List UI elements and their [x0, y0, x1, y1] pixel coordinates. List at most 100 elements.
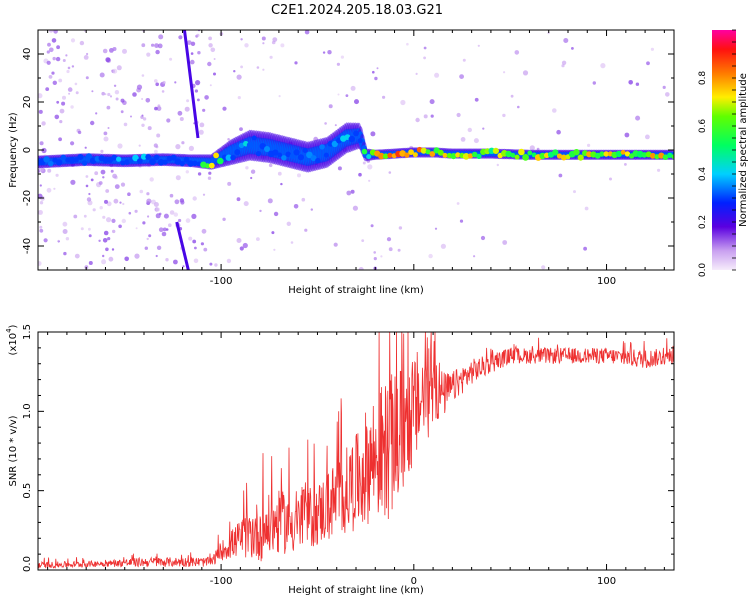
- spectrogram-noise-point: [584, 206, 589, 211]
- spectrogram-noise-point: [163, 213, 169, 219]
- spectrogram-noise-point: [108, 256, 114, 262]
- spectrogram-noise-point: [428, 253, 433, 259]
- spectrogram-noise-point: [85, 184, 89, 188]
- spectrogram-noise-point: [136, 84, 143, 90]
- spectrogram-ridge-peak: [514, 154, 520, 160]
- spectrogram-noise-point: [166, 118, 171, 123]
- spectrogram-noise-point: [90, 178, 94, 182]
- spectrogram-noise-point: [267, 198, 273, 204]
- spectrogram-noise-point: [146, 198, 152, 204]
- spectrogram-noise-point: [158, 34, 164, 40]
- spectrogram-noise-point: [552, 108, 557, 113]
- spectrogram-ridge-peak: [450, 153, 457, 160]
- spectrogram-noise-point: [55, 173, 59, 177]
- spectrogram-noise-point: [149, 177, 154, 182]
- spectrogram-noise-point: [415, 117, 420, 123]
- snr-y-axis-label: SNR (10 * v/v): [8, 415, 19, 486]
- spectrogram-ridge-peak: [205, 163, 211, 169]
- spectrogram-ridge-peak: [68, 156, 76, 164]
- spectrogram-ridge-peak: [671, 154, 674, 160]
- spectrogram-ridge-peak: [323, 152, 329, 158]
- spectrogram-noise-point: [112, 229, 116, 234]
- spectrogram-noise-point: [142, 117, 147, 121]
- spectrogram-ridge-peak: [594, 152, 601, 159]
- spectrogram-ridge-peak: [624, 151, 631, 157]
- spectrogram-noise-point: [151, 43, 155, 47]
- spectrogram-noise-point: [368, 179, 371, 182]
- x-tick-label: 100: [597, 276, 616, 287]
- spectrogram-noise-point: [517, 105, 520, 109]
- spectrogram-ridge-peak: [56, 159, 63, 166]
- spectrogram-noise-point: [141, 74, 145, 77]
- spectrogram-noise-point: [324, 122, 327, 125]
- spectrogram-ridge-peak: [615, 150, 623, 158]
- spectrogram-noise-point: [105, 57, 111, 63]
- spectrogram-noise-point: [62, 59, 66, 62]
- spectrogram-noise-point: [259, 209, 262, 213]
- spectrogram-noise-point: [144, 246, 148, 250]
- spectrogram-noise-point: [322, 51, 326, 54]
- spectrogram-noise-point: [70, 179, 76, 185]
- spectrogram-ridge-peak: [310, 155, 317, 162]
- snr-x-axis-label: Height of straight line (km): [288, 585, 424, 596]
- x-tick-label: -100: [210, 576, 233, 587]
- spectrogram-noise-point: [429, 99, 435, 105]
- spectrogram-noise-point: [135, 227, 138, 230]
- spectrogram-noise-point: [112, 68, 118, 74]
- spectrogram-ridge-peak: [183, 156, 190, 163]
- spectrogram-noise-point: [304, 228, 308, 232]
- spectrogram-noise-point: [462, 58, 466, 62]
- x-tick-label: 0: [411, 576, 417, 587]
- spectrogram-ridge-peak: [382, 153, 389, 159]
- spectrogram-noise-point: [156, 133, 161, 138]
- spectrogram-ridge-peak: [272, 149, 279, 156]
- spectrogram-ridge-peak: [217, 157, 224, 165]
- spectrogram-noise-point: [162, 227, 167, 232]
- spectrogram-noise-point: [370, 224, 374, 228]
- spectrogram-noise-point: [180, 200, 185, 205]
- colorbar-tick-label: 0.0: [698, 263, 708, 278]
- spectrogram-noise-point: [208, 171, 212, 175]
- spectrogram-noise-point: [423, 114, 428, 119]
- spectrogram-noise-point: [277, 171, 282, 176]
- spectrogram-noise-point: [226, 258, 232, 264]
- spectrogram-noise-point: [161, 90, 165, 93]
- spectrogram-ridge-peak: [348, 135, 355, 143]
- spectrogram-ridge-peak: [527, 150, 533, 156]
- spectrogram-ridge-peak: [230, 154, 236, 161]
- spectrogram-noise-point: [62, 221, 68, 227]
- spectrogram-noise-point: [111, 69, 114, 72]
- spectrogram-ridge-peak: [429, 151, 436, 157]
- spectrogram-noise-point: [514, 50, 520, 55]
- spectrogram-noise-point: [328, 104, 333, 109]
- spectrogram-noise-point: [473, 138, 479, 144]
- spectrogram-noise-point: [624, 163, 627, 166]
- spectrogram-noise-point: [178, 218, 182, 223]
- spectrogram-noise-point: [48, 75, 53, 79]
- spectrogram-noise-point: [192, 239, 197, 244]
- spectrogram-ridge-peak: [603, 151, 609, 157]
- spectrogram-ridge-peak: [649, 152, 656, 159]
- spectrogram-noise-point: [120, 182, 126, 187]
- spectrogram-noise-point: [186, 99, 190, 103]
- spectrogram-noise-point: [65, 237, 70, 241]
- spectrogram-noise-point: [236, 197, 241, 202]
- spectrogram-ridge-peak: [200, 161, 207, 168]
- spectrogram-ridge-peak: [366, 154, 372, 160]
- spectrogram-ridge-peak: [462, 153, 470, 160]
- spectrogram-noise-point: [102, 215, 106, 219]
- spectrogram-noise-point: [388, 171, 392, 174]
- spectrogram-ridge-peak: [43, 156, 50, 163]
- spectrogram-ridge-peak: [641, 152, 648, 158]
- spectrogram-noise-point: [168, 223, 172, 227]
- spectrogram-noise-point: [662, 85, 666, 89]
- spectrogram-noise-point: [197, 172, 202, 176]
- spectrogram-ridge-peak: [522, 154, 529, 161]
- spectrogram-ridge-peak: [425, 149, 431, 155]
- spectrogram-noise-point: [57, 239, 60, 242]
- spectrogram-noise-point: [185, 218, 191, 223]
- spectrogram-noise-point: [262, 68, 265, 71]
- spectrogram-noise-point: [184, 106, 190, 112]
- spectrogram-noise-point: [71, 65, 75, 68]
- spectrogram-noise-point: [358, 172, 362, 177]
